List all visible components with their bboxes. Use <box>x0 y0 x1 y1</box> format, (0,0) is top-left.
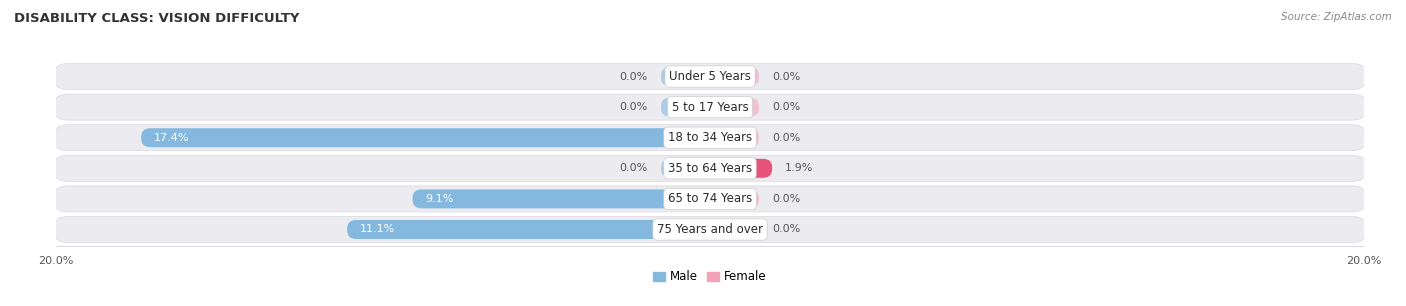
FancyBboxPatch shape <box>53 155 1367 181</box>
Text: 11.1%: 11.1% <box>360 225 395 234</box>
FancyBboxPatch shape <box>53 186 1367 212</box>
FancyBboxPatch shape <box>710 159 772 178</box>
FancyBboxPatch shape <box>661 98 710 117</box>
FancyBboxPatch shape <box>53 94 1367 120</box>
Text: 0.0%: 0.0% <box>772 72 800 81</box>
FancyBboxPatch shape <box>661 67 710 86</box>
Text: Under 5 Years: Under 5 Years <box>669 70 751 83</box>
FancyBboxPatch shape <box>53 217 1367 242</box>
Text: 75 Years and over: 75 Years and over <box>657 223 763 236</box>
Text: 0.0%: 0.0% <box>620 72 648 81</box>
Legend: Male, Female: Male, Female <box>648 266 772 288</box>
Text: 0.0%: 0.0% <box>772 102 800 112</box>
Text: 0.0%: 0.0% <box>620 163 648 173</box>
FancyBboxPatch shape <box>141 128 710 147</box>
Text: 5 to 17 Years: 5 to 17 Years <box>672 101 748 114</box>
Text: Source: ZipAtlas.com: Source: ZipAtlas.com <box>1281 12 1392 22</box>
Text: 0.0%: 0.0% <box>772 194 800 204</box>
Text: 0.0%: 0.0% <box>620 102 648 112</box>
FancyBboxPatch shape <box>710 98 759 117</box>
FancyBboxPatch shape <box>412 189 710 208</box>
Text: 0.0%: 0.0% <box>772 133 800 143</box>
Text: 0.0%: 0.0% <box>772 225 800 234</box>
Text: 17.4%: 17.4% <box>155 133 190 143</box>
FancyBboxPatch shape <box>710 220 759 239</box>
FancyBboxPatch shape <box>53 125 1367 151</box>
Text: DISABILITY CLASS: VISION DIFFICULTY: DISABILITY CLASS: VISION DIFFICULTY <box>14 12 299 25</box>
FancyBboxPatch shape <box>710 67 759 86</box>
FancyBboxPatch shape <box>710 189 759 208</box>
FancyBboxPatch shape <box>661 159 710 178</box>
FancyBboxPatch shape <box>710 128 759 147</box>
Text: 18 to 34 Years: 18 to 34 Years <box>668 131 752 144</box>
Text: 9.1%: 9.1% <box>426 194 454 204</box>
FancyBboxPatch shape <box>53 64 1367 89</box>
Text: 65 to 74 Years: 65 to 74 Years <box>668 192 752 205</box>
FancyBboxPatch shape <box>347 220 710 239</box>
Text: 1.9%: 1.9% <box>785 163 814 173</box>
Text: 35 to 64 Years: 35 to 64 Years <box>668 162 752 175</box>
